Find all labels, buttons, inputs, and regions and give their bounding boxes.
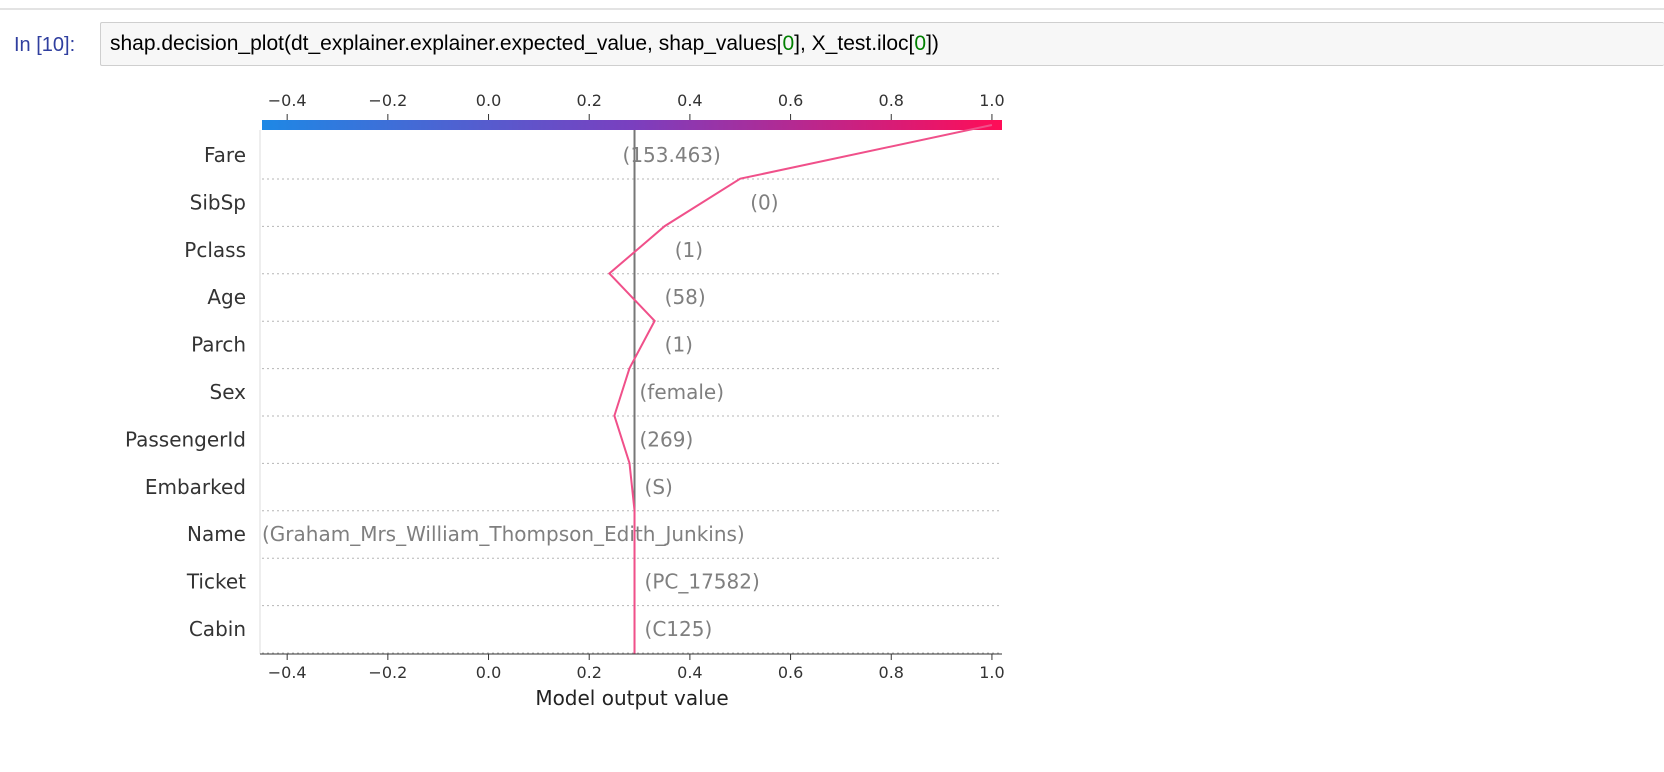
feature-value-label: (PC_17582) bbox=[645, 570, 760, 594]
feature-value-label: (1) bbox=[665, 333, 693, 357]
feature-value-label: (153.463) bbox=[623, 143, 721, 167]
code-cell[interactable]: In [10]: shap.decision_plot(dt_explainer… bbox=[0, 18, 1664, 78]
feature-label: SibSp bbox=[190, 190, 246, 214]
code-part-2: ], X_test.iloc[ bbox=[794, 32, 915, 55]
bottom-x-tick-label: 1.0 bbox=[979, 663, 1004, 682]
feature-value-label: (1) bbox=[675, 238, 703, 262]
code-number-2: 0 bbox=[914, 32, 927, 55]
feature-label: Pclass bbox=[184, 238, 246, 262]
code-text[interactable]: shap.decision_plot(dt_explainer.explaine… bbox=[110, 32, 939, 56]
feature-value-label: (C125) bbox=[645, 617, 713, 641]
feature-label: Sex bbox=[210, 380, 247, 404]
decision-path-line bbox=[607, 124, 993, 654]
feature-label: Ticket bbox=[186, 570, 246, 594]
feature-value-label: (269) bbox=[639, 427, 693, 451]
feature-label: Cabin bbox=[189, 617, 246, 641]
bottom-x-tick-label: 0.0 bbox=[476, 663, 501, 682]
bottom-x-tick-label: −0.2 bbox=[368, 663, 407, 682]
feature-label: Name bbox=[187, 522, 246, 546]
feature-value-label: (Graham_Mrs_William_Thompson_Edith_Junki… bbox=[262, 522, 745, 546]
feature-value-label: (0) bbox=[750, 190, 778, 214]
feature-label: Fare bbox=[204, 143, 246, 167]
input-prompt: In [10]: bbox=[14, 34, 76, 56]
top-x-tick-label: −0.4 bbox=[268, 91, 307, 110]
code-number-1: 0 bbox=[782, 32, 795, 55]
code-part-1: shap.decision_plot(dt_explainer.explaine… bbox=[110, 32, 783, 55]
top-divider bbox=[0, 8, 1664, 10]
bottom-x-tick-label: −0.4 bbox=[268, 663, 307, 682]
feature-label: Parch bbox=[191, 333, 246, 357]
top-x-tick-label: 0.6 bbox=[778, 91, 803, 110]
feature-value-label: (58) bbox=[665, 285, 706, 309]
bottom-x-tick-label: 0.8 bbox=[879, 663, 904, 682]
feature-value-label: (S) bbox=[645, 475, 673, 499]
feature-label: Age bbox=[207, 285, 246, 309]
top-x-tick-label: −0.2 bbox=[368, 91, 407, 110]
top-x-tick-label: 0.2 bbox=[576, 91, 601, 110]
bottom-x-tick-label: 0.2 bbox=[576, 663, 601, 682]
top-x-tick-label: 0.4 bbox=[677, 91, 702, 110]
colorbar bbox=[262, 120, 1002, 130]
bottom-x-tick-label: 0.4 bbox=[677, 663, 702, 682]
top-x-tick-label: 1.0 bbox=[979, 91, 1004, 110]
code-part-3: ]) bbox=[926, 32, 939, 55]
feature-label: Embarked bbox=[145, 475, 246, 499]
code-input-area[interactable] bbox=[100, 22, 1664, 66]
feature-label: PassengerId bbox=[125, 427, 246, 451]
bottom-x-tick-label: 0.6 bbox=[778, 663, 803, 682]
x-axis-title: Model output value bbox=[535, 686, 728, 710]
top-x-tick-label: 0.0 bbox=[476, 91, 501, 110]
feature-value-label: (female) bbox=[639, 380, 724, 404]
top-x-tick-label: 0.8 bbox=[879, 91, 904, 110]
